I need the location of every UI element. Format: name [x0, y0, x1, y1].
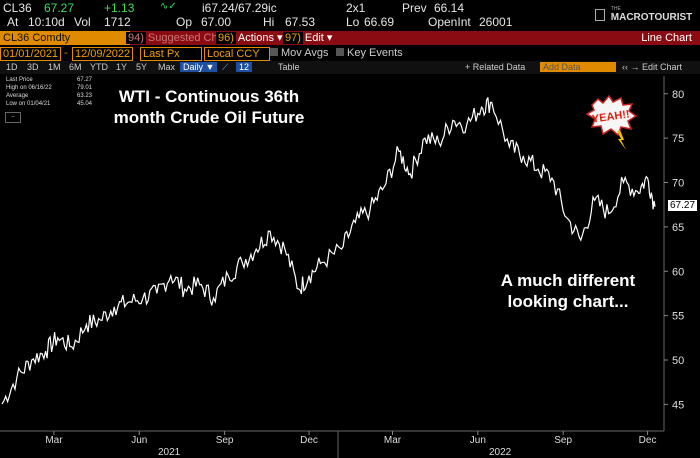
- x-tick-label: Sep: [554, 435, 572, 446]
- y-tick-label: 75: [672, 133, 684, 145]
- prev-label: Prev: [402, 1, 427, 15]
- last-price: 67.27: [44, 1, 75, 15]
- burst-icon: [585, 94, 638, 137]
- period-max[interactable]: Max: [158, 62, 176, 72]
- yeah-sticker: YEAH!!: [585, 94, 638, 150]
- checkbox-icon: [336, 48, 344, 56]
- prev-value: 66.14: [434, 1, 465, 15]
- open-label: Op: [176, 15, 193, 29]
- high-label: Hi: [263, 15, 275, 29]
- macrotourist-logo: THE MACROTOURIST: [595, 6, 692, 23]
- x-tick-label: Jun: [131, 435, 147, 446]
- quote-details: At 10:10d Vol 1712 Op 67.00 Hi 67.53 Lo …: [0, 15, 700, 31]
- quote-time: 10:10d: [28, 15, 65, 29]
- at-label: At: [7, 15, 19, 29]
- bid-ask: i67.24/67.29ic: [202, 1, 277, 15]
- field-select[interactable]: Last Px: [140, 47, 202, 61]
- start-date-field[interactable]: 01/01/2021: [0, 47, 62, 61]
- chart-note: A much different looking chart...: [500, 271, 636, 311]
- year-label-2022: 2022: [489, 447, 512, 458]
- date-separator: -: [64, 47, 68, 59]
- price-change: +1.13: [104, 1, 135, 15]
- command-toolbar: CL36 Comdty 94) Suggested Charts 96) Actio…: [0, 31, 700, 45]
- y-tick-label: 65: [672, 222, 684, 234]
- logo-name: MACROTOURIST: [610, 12, 693, 23]
- x-tick-label: Dec: [300, 435, 318, 446]
- logo-mark-icon: [595, 8, 605, 21]
- security-field[interactable]: CL36 Comdty: [0, 31, 130, 45]
- currency-select[interactable]: Local CCY: [204, 47, 270, 61]
- x-tick-label: Mar: [384, 435, 402, 446]
- x-tick-label: Jun: [470, 435, 486, 446]
- openint-label: OpenInt: [428, 15, 471, 29]
- y-ticks: 45 50 55 60 65 70 75 80: [664, 89, 684, 411]
- high-value: 67.53: [285, 15, 316, 29]
- period-ytd[interactable]: YTD: [90, 62, 108, 72]
- legend-row: Last Price 67.27: [6, 77, 92, 83]
- x-ticks: Mar Jun Sep Dec Mar Jun Sep Dec: [45, 431, 656, 446]
- open-value: 67.00: [201, 15, 232, 29]
- legend-row: High on 06/16/22 79.01: [6, 85, 92, 91]
- lightning-icon: [617, 130, 626, 150]
- legend-toggle-icon[interactable]: ~: [5, 112, 21, 123]
- logo-small: THE: [610, 6, 621, 12]
- x-tick-label: Sep: [216, 435, 234, 446]
- y-tick-label: 70: [672, 178, 684, 190]
- price-series-line: [1, 97, 656, 405]
- frequency-select[interactable]: Daily ▼: [180, 62, 218, 72]
- period-3d[interactable]: 3D: [27, 62, 39, 72]
- period-num[interactable]: 12: [236, 62, 253, 72]
- period-6m[interactable]: 6M: [69, 62, 82, 72]
- suggested-charts-button[interactable]: 94) Suggested Charts: [126, 32, 236, 44]
- period-5y[interactable]: 5Y: [136, 62, 148, 72]
- ticker-symbol[interactable]: CL36: [3, 1, 32, 15]
- last-price-tag: 67.27: [668, 199, 698, 211]
- actions-menu[interactable]: 96) Actions ▾: [216, 32, 283, 44]
- low-value: 66.69: [364, 15, 395, 29]
- sparkline-icon: ∿✓: [160, 1, 177, 12]
- y-tick-label: 55: [672, 311, 684, 323]
- add-data-field[interactable]: Add Data: [540, 62, 616, 72]
- period-1m[interactable]: 1M: [48, 62, 61, 72]
- line-style-icon[interactable]: ⟋: [222, 62, 229, 72]
- edit-chart-button[interactable]: ‹‹ → Edit Chart: [622, 62, 683, 72]
- legend-row: Low on 01/04/21 45.04: [6, 101, 92, 107]
- end-date-field[interactable]: 12/09/2022: [72, 47, 134, 61]
- legend-row: Average 63.23: [6, 93, 92, 99]
- mov-avgs-toggle[interactable]: Mov Avgs: [270, 47, 329, 59]
- checkbox-icon: [270, 48, 278, 56]
- bid-ask-size: 2x1: [346, 1, 366, 15]
- legend: Last Price 67.27 High on 06/16/22 79.01 Av…: [6, 76, 92, 108]
- suggested-num: 94): [126, 32, 146, 44]
- table-button[interactable]: Table: [278, 62, 300, 72]
- key-events-toggle[interactable]: Key Events: [336, 47, 403, 59]
- chart-type-label: Line Chart: [641, 32, 692, 44]
- year-label-2021: 2021: [158, 447, 181, 458]
- quote-bar: CL36 67.27 +1.13 ∿✓ i67.24/67.29ic 2x1 P…: [0, 0, 700, 16]
- related-data-button[interactable]: + Related Data: [465, 62, 526, 72]
- period-1y[interactable]: 1Y: [116, 62, 128, 72]
- sticker-text: YEAH!!: [591, 108, 630, 125]
- vol-label: Vol: [74, 15, 91, 29]
- y-tick-label: 50: [672, 355, 684, 367]
- y-tick-label: 60: [672, 266, 684, 278]
- chart-title: WTI - Continuous 36th month Crude Oil Fu…: [113, 87, 305, 127]
- options-bar: 01/01/2021 - 12/09/2022 Last Px Local CC…: [0, 46, 700, 61]
- y-tick-label: 45: [672, 399, 684, 411]
- vol-value: 1712: [104, 15, 131, 29]
- x-tick-label: Dec: [639, 435, 657, 446]
- period-bar: 1D 3D 1M 6M YTD 1Y 5Y Max Daily ▼ ⟋ 12 T…: [0, 61, 700, 74]
- x-tick-label: Mar: [45, 435, 63, 446]
- openint-value: 26001: [479, 15, 513, 29]
- edit-menu[interactable]: 97) Edit ▾: [283, 32, 333, 44]
- low-label: Lo: [346, 15, 360, 29]
- y-tick-label: 80: [672, 89, 684, 101]
- period-1d[interactable]: 1D: [6, 62, 18, 72]
